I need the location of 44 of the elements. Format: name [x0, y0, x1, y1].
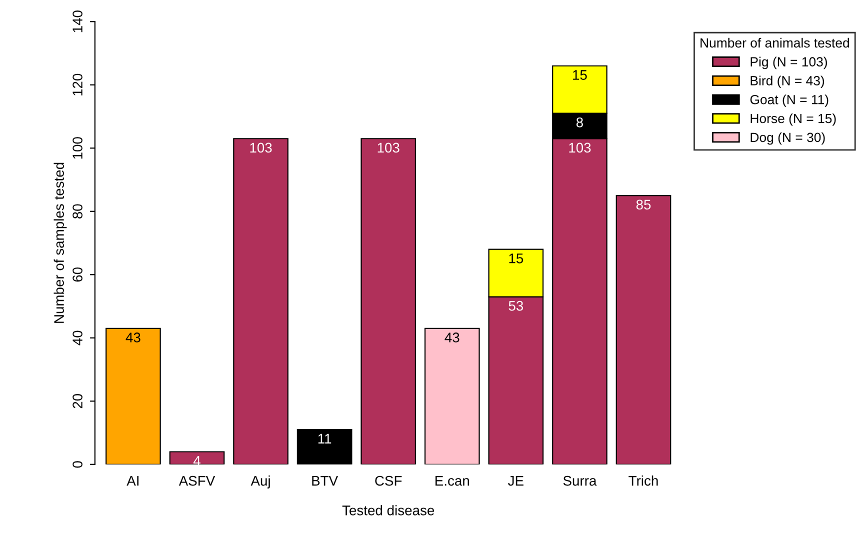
x-tick-label: AI: [126, 476, 138, 486]
bar: [616, 195, 672, 464]
data-label: 103: [569, 142, 591, 153]
y-axis-title: Number of samples tested: [54, 162, 67, 323]
data-label: 53: [508, 300, 524, 311]
bar: [106, 328, 161, 464]
x-tick-label: JE: [508, 476, 524, 486]
data-label: 103: [250, 142, 272, 153]
x-tick-label: CSF: [375, 476, 402, 486]
y-tick-label: 120: [72, 74, 82, 96]
y-tick-label: 80: [72, 204, 82, 218]
data-label: 43: [126, 332, 140, 342]
legend-label: Dog (N = 30): [750, 132, 825, 145]
legend-label: Goat (N = 11): [750, 94, 828, 107]
x-tick-label: Auj: [250, 476, 270, 488]
data-label: 11: [318, 434, 332, 444]
x-tick-label: Surra: [563, 476, 597, 486]
y-tick-label: 20: [72, 394, 82, 408]
data-label: 15: [573, 70, 587, 80]
bar: [296, 429, 352, 464]
legend-label: Pig (N = 103): [750, 56, 827, 70]
y-tick-label: 0: [72, 461, 82, 468]
data-label: 8: [576, 117, 583, 128]
data-label: 4: [193, 456, 200, 466]
bar: [169, 451, 225, 464]
y-tick-label: 60: [72, 267, 82, 282]
data-label: 15: [509, 254, 524, 264]
data-label: 103: [378, 142, 400, 153]
y-tick-label: 140: [72, 10, 82, 32]
legend-title: Number of animals tested: [700, 38, 849, 48]
data-label: 43: [444, 332, 460, 342]
bar: [233, 138, 288, 464]
x-tick-label: BTV: [312, 476, 338, 486]
x-axis-title: Tested disease: [342, 505, 434, 516]
x-tick-label: E.can: [436, 476, 469, 486]
x-tick-label: ASFV: [178, 476, 216, 486]
bar: [424, 328, 480, 464]
y-tick-label: 100: [72, 137, 82, 159]
x-tick-label: Trich: [628, 476, 658, 486]
legend-label: Bird (N = 43): [750, 76, 824, 88]
y-tick-label: 40: [72, 330, 82, 346]
bar: [360, 138, 416, 464]
legend-label: Horse (N = 15): [750, 113, 836, 126]
data-label: 85: [636, 200, 651, 210]
